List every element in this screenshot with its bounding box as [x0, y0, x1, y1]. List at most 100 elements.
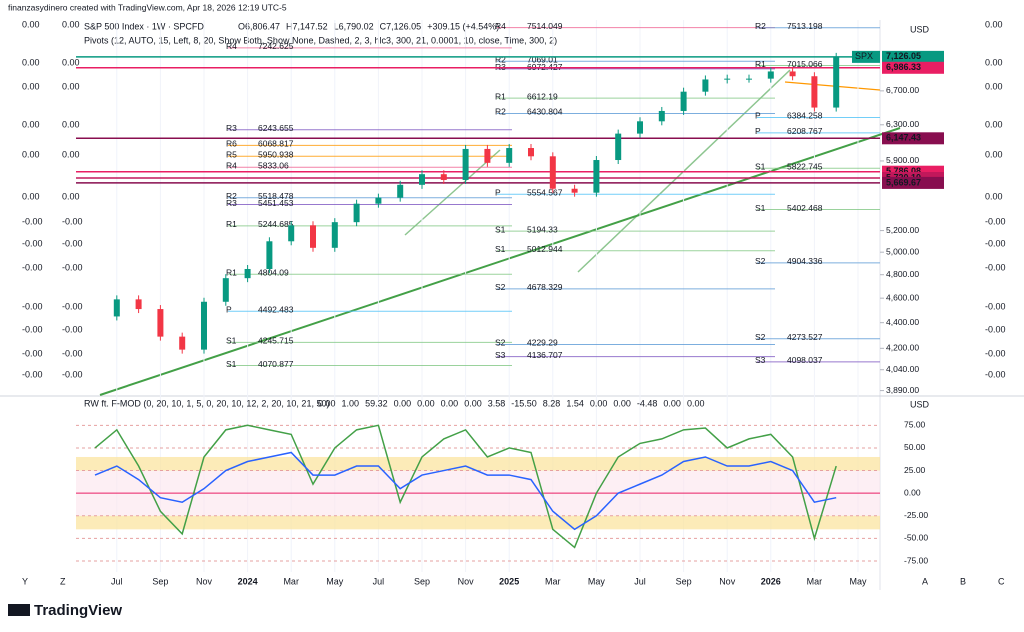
indicator-readout: 0.00 [318, 398, 336, 408]
indicator-readout: 0.00 [613, 398, 631, 408]
pivot-name: S1 [495, 224, 506, 234]
side-label: -0.00 [985, 238, 1006, 248]
pivot-value: 5012.944 [527, 244, 563, 254]
y-tick-label: 25.00 [904, 465, 926, 475]
x-tick-label: Nov [719, 576, 736, 586]
pivot-value: 6208.767 [787, 126, 823, 136]
candle [419, 174, 425, 185]
pivot-value: 5833.06 [258, 160, 289, 170]
candle [833, 56, 840, 108]
band [76, 456, 880, 471]
pivot-name: P [495, 187, 501, 197]
indicator-readout: 8.28 [543, 398, 561, 408]
x-tick-label: Mar [283, 576, 299, 586]
pivot-name: R4 [226, 160, 237, 170]
candle [593, 160, 600, 193]
side-label: 0.00 [62, 119, 80, 129]
pivot-name: R2 [755, 21, 766, 31]
indicator-line [94, 451, 837, 531]
indicator-title: RW ft. F-MOD (0, 20, 10, 1, 5, 0, 20, 10… [84, 398, 329, 408]
y-tick-label: -25.00 [904, 510, 928, 520]
footer-letter: A [922, 576, 928, 586]
x-tick-label: Jul [111, 576, 123, 586]
side-label: 0.00 [22, 81, 40, 91]
candle [528, 148, 534, 157]
side-label: -0.00 [22, 369, 43, 379]
pivot-name: R2 [495, 107, 506, 117]
side-label: 0.00 [62, 19, 80, 29]
symbol: S&P 500 Index · 1W · SPCFD [84, 21, 204, 31]
pivot-name: S3 [755, 355, 766, 365]
y-tick-label: 4,800.00 [886, 269, 919, 279]
pivot-name: P [755, 126, 761, 136]
side-label: 0.00 [62, 81, 80, 91]
pivot-value: 6068.817 [258, 139, 294, 149]
pivot-value: 5402.468 [787, 203, 823, 213]
candle [484, 148, 491, 163]
side-label: -0.00 [22, 324, 43, 334]
price-badge [882, 61, 944, 74]
pivot-value: 7514.049 [527, 21, 563, 31]
pivot-value: 4492.483 [258, 304, 294, 314]
pivot-value: 6612.19 [527, 91, 558, 101]
price-badge-label: 6,147.43 [886, 133, 921, 143]
side-label: -0.00 [62, 369, 83, 379]
side-label: -0.00 [985, 324, 1006, 334]
footer-letter: Z [60, 576, 66, 586]
x-tick-label: May [849, 576, 867, 586]
band [76, 515, 880, 530]
pivot-value: 5950.938 [258, 149, 294, 159]
ohlc-value: C7,126.05 [380, 21, 422, 31]
logo-mark [8, 604, 30, 616]
y-tick-label: -50.00 [904, 533, 928, 543]
pivot-name: R5 [226, 149, 237, 159]
x-tick-label: Mar [807, 576, 823, 586]
pivot-name: S1 [226, 359, 237, 369]
currency: USD [910, 399, 930, 409]
indicator-readout: 1.00 [342, 398, 360, 408]
pivot-value: 6243.655 [258, 123, 294, 133]
indicator-readout: 1.54 [566, 398, 584, 408]
candle [506, 148, 513, 163]
trend-line [99, 127, 901, 396]
pivot-value: 7069.01 [527, 55, 558, 65]
x-tick-label: 2026 [761, 576, 781, 586]
pivot-name: S2 [755, 256, 766, 266]
side-label: 0.00 [22, 119, 40, 129]
candle [310, 225, 316, 248]
indicator-readout: 0.00 [590, 398, 608, 408]
indicator-readout: 59.32 [365, 398, 388, 408]
pivot-name: S2 [755, 332, 766, 342]
candle [462, 148, 469, 180]
side-label: 0.00 [985, 19, 1003, 29]
x-tick-label: Sep [676, 576, 692, 586]
side-label: -0.00 [985, 262, 1006, 272]
candle [789, 71, 796, 77]
y-tick-label: 5,900.00 [886, 155, 919, 165]
pivot-value: 4904.336 [787, 256, 823, 266]
pivot-value: 4136.707 [527, 350, 563, 360]
candle [571, 188, 578, 193]
pivot-name: R1 [226, 267, 237, 277]
candle [353, 203, 360, 223]
side-label: 0.00 [62, 191, 80, 201]
side-label: 0.00 [22, 191, 40, 201]
candle [767, 71, 774, 79]
side-label: 0.00 [985, 191, 1003, 201]
pivot-name: R1 [226, 219, 237, 229]
candle [440, 174, 447, 180]
price-badge-label: 5,786.08 [886, 166, 921, 176]
candle [331, 222, 338, 248]
logo: TradingView [8, 602, 122, 619]
pivot-value: 4273.527 [787, 332, 823, 342]
pivot-name: S2 [495, 282, 506, 292]
y-tick-label: 6,700.00 [886, 85, 919, 95]
symbol-badge [852, 50, 880, 63]
side-label: -0.00 [62, 238, 83, 248]
candle [724, 78, 731, 80]
candle [397, 184, 404, 198]
pivot-value: 5554.567 [527, 187, 563, 197]
logo-text: TradingView [34, 602, 122, 619]
indicator-readout: 0.00 [687, 398, 705, 408]
